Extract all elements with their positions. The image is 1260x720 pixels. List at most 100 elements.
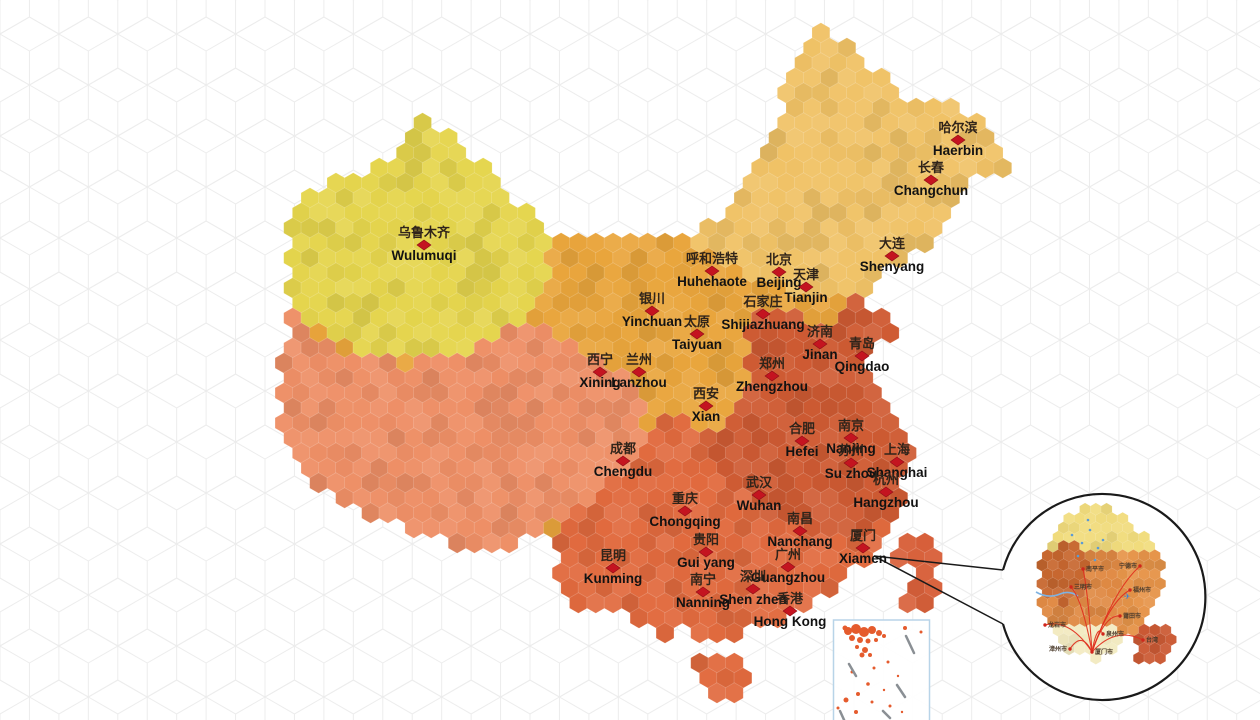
city-hangzhou[interactable]: 杭州 Hangzhou — [853, 472, 918, 510]
island-dot — [874, 638, 878, 642]
inset-city[interactable]: 福州市 — [1128, 586, 1151, 594]
city-marker-icon — [677, 505, 693, 517]
city-label-en: Nanning — [676, 595, 730, 610]
inset-city[interactable]: 宁德市 — [1119, 562, 1142, 570]
city-label-en: Haerbin — [933, 143, 983, 158]
airport-dot — [1096, 546, 1100, 550]
city-label-zh: 石家庄 — [742, 294, 782, 309]
plane-icon: ✈ — [1124, 592, 1131, 601]
island-dot — [857, 637, 863, 643]
inset-city-label: 福州市 — [1132, 586, 1151, 594]
city-shenyang[interactable]: 大连 Shenyang — [860, 236, 925, 274]
city-label-en: Taiyuan — [672, 337, 722, 352]
city-marker-icon — [592, 366, 608, 378]
flight-route-line — [1091, 634, 1144, 653]
city-labels-layer: 乌鲁木齐 Wulumuqi 哈尔滨 Haerbin 长春 Changchun 大连 Sheny… — [392, 120, 984, 629]
island-dot — [859, 627, 869, 637]
city-label-en: Xiamen — [839, 551, 887, 566]
city-label-en: Qingdao — [835, 359, 890, 374]
city-xining[interactable]: 西宁 Xining — [579, 352, 620, 390]
city-label-zh: 南宁 — [690, 572, 716, 587]
inset-hex-tile — [1106, 642, 1118, 656]
city-label-en: Wulumuqi — [392, 248, 457, 263]
island-dot — [843, 697, 849, 703]
inset-hex-tile — [1154, 651, 1167, 665]
flight-route-line — [1070, 586, 1093, 653]
island-dot — [900, 710, 904, 714]
city-shijiazhuang[interactable]: 石家庄 Shijiazhuang — [721, 294, 804, 332]
city-nanjing[interactable]: 南京 Nanjing — [826, 418, 876, 456]
inset-city[interactable]: 莆田市 — [1118, 612, 1141, 620]
city-beijing[interactable]: 北京 Beijing — [756, 252, 801, 290]
inset-city[interactable]: 台湾 — [1141, 636, 1158, 644]
city-label-en: Shenyang — [860, 259, 925, 274]
inset-hub-city[interactable]: 厦门市 — [1090, 648, 1113, 656]
city-marker-icon — [812, 338, 828, 350]
city-xiamen[interactable]: 厦门 Xiamen — [839, 528, 887, 566]
city-marker-icon — [695, 586, 711, 598]
city-jinan[interactable]: 济南 Jinan — [802, 324, 837, 362]
inset-city-label: 宁德市 — [1119, 562, 1137, 570]
city-qingdao[interactable]: 青岛 Qingdao — [835, 336, 890, 374]
airport-dot — [1080, 541, 1084, 545]
city-yinchuan[interactable]: 银川 Yinchuan — [622, 291, 682, 329]
inset-city-label: 泉州市 — [1105, 630, 1124, 638]
city-chengdu[interactable]: 成都 Chengdu — [594, 441, 653, 479]
island-dot — [859, 652, 865, 658]
city-huhehaote[interactable]: 呼和浩特 Huhehaote — [677, 251, 747, 289]
inset-city[interactable]: 泉州市 — [1101, 630, 1124, 638]
city-shanghai[interactable]: 上海 Shanghai — [867, 442, 928, 480]
inset-hex-tiles — [1036, 502, 1177, 665]
city-lanzhou[interactable]: 兰州 Lanzhou — [611, 352, 667, 390]
city-wuhan[interactable]: 武汉 Wuhan — [737, 475, 782, 513]
island-dot — [866, 682, 870, 686]
city-haerbin[interactable]: 哈尔滨 Haerbin — [933, 120, 983, 158]
hex-tile — [993, 157, 1013, 179]
city-hong-kong[interactable]: 香港 Hong Kong — [754, 591, 827, 629]
inset-city[interactable]: 漳州市 — [1049, 645, 1072, 653]
dash-segment — [847, 662, 858, 678]
city-changchun[interactable]: 长春 Changchun — [894, 160, 968, 198]
island-dot — [868, 626, 876, 634]
city-label-en: Nanchang — [767, 534, 832, 549]
city-shen-zhen[interactable]: 深圳 Shen zhen — [719, 569, 787, 607]
city-label-en: Xian — [692, 409, 721, 424]
inset-city[interactable]: 南平市 — [1081, 565, 1104, 573]
city-kunming[interactable]: 昆明 Kunming — [584, 548, 643, 586]
hex-tile — [794, 592, 813, 614]
city-nanning[interactable]: 南宁 Nanning — [676, 572, 730, 610]
city-label-en: Hangzhou — [853, 495, 918, 510]
city-marker-icon — [751, 489, 767, 501]
city-zhengzhou[interactable]: 郑州 Zhengzhou — [736, 356, 808, 394]
city-label-zh: 郑州 — [759, 356, 785, 371]
city-marker-icon — [764, 370, 780, 382]
city-xian[interactable]: 西安 Xian — [692, 386, 721, 424]
city-wulumuqi[interactable]: 乌鲁木齐 Wulumuqi — [392, 225, 457, 263]
inset-city[interactable]: 龙岩市 — [1043, 621, 1066, 629]
island-dot — [876, 630, 882, 636]
dash-segment — [838, 709, 846, 720]
island-dot — [886, 660, 890, 664]
city-label-en: Shen zhen — [719, 592, 787, 607]
hex-tile — [725, 682, 744, 704]
island-dot — [882, 688, 886, 692]
airport-dot — [1086, 518, 1090, 522]
city-chongqing[interactable]: 重庆 Chongqing — [649, 491, 720, 529]
city-label-en: Xining — [579, 375, 620, 390]
city-su-zhou[interactable]: 苏州 Su zhou — [825, 443, 878, 481]
city-taiyuan[interactable]: 太原 Taiyuan — [672, 314, 722, 352]
inset-city[interactable]: 三明市 — [1069, 583, 1092, 591]
city-marker-icon — [878, 486, 894, 498]
city-tianjin[interactable]: 天津 Tianjin — [784, 267, 827, 305]
city-guangzhou[interactable]: 广州 Guangzhou — [751, 547, 825, 585]
city-gui-yang[interactable]: 贵阳 Gui yang — [677, 532, 735, 570]
city-label-en: Beijing — [756, 275, 801, 290]
city-nanchang[interactable]: 南昌 Nanchang — [767, 511, 832, 549]
city-marker-icon — [780, 561, 796, 573]
city-hefei[interactable]: 合肥 Hefei — [785, 421, 818, 459]
city-label-zh: 西宁 — [587, 352, 613, 367]
island-dot — [882, 634, 886, 638]
hex-tile — [655, 622, 675, 644]
dash-segment — [881, 709, 892, 720]
city-label-en: Gui yang — [677, 555, 735, 570]
